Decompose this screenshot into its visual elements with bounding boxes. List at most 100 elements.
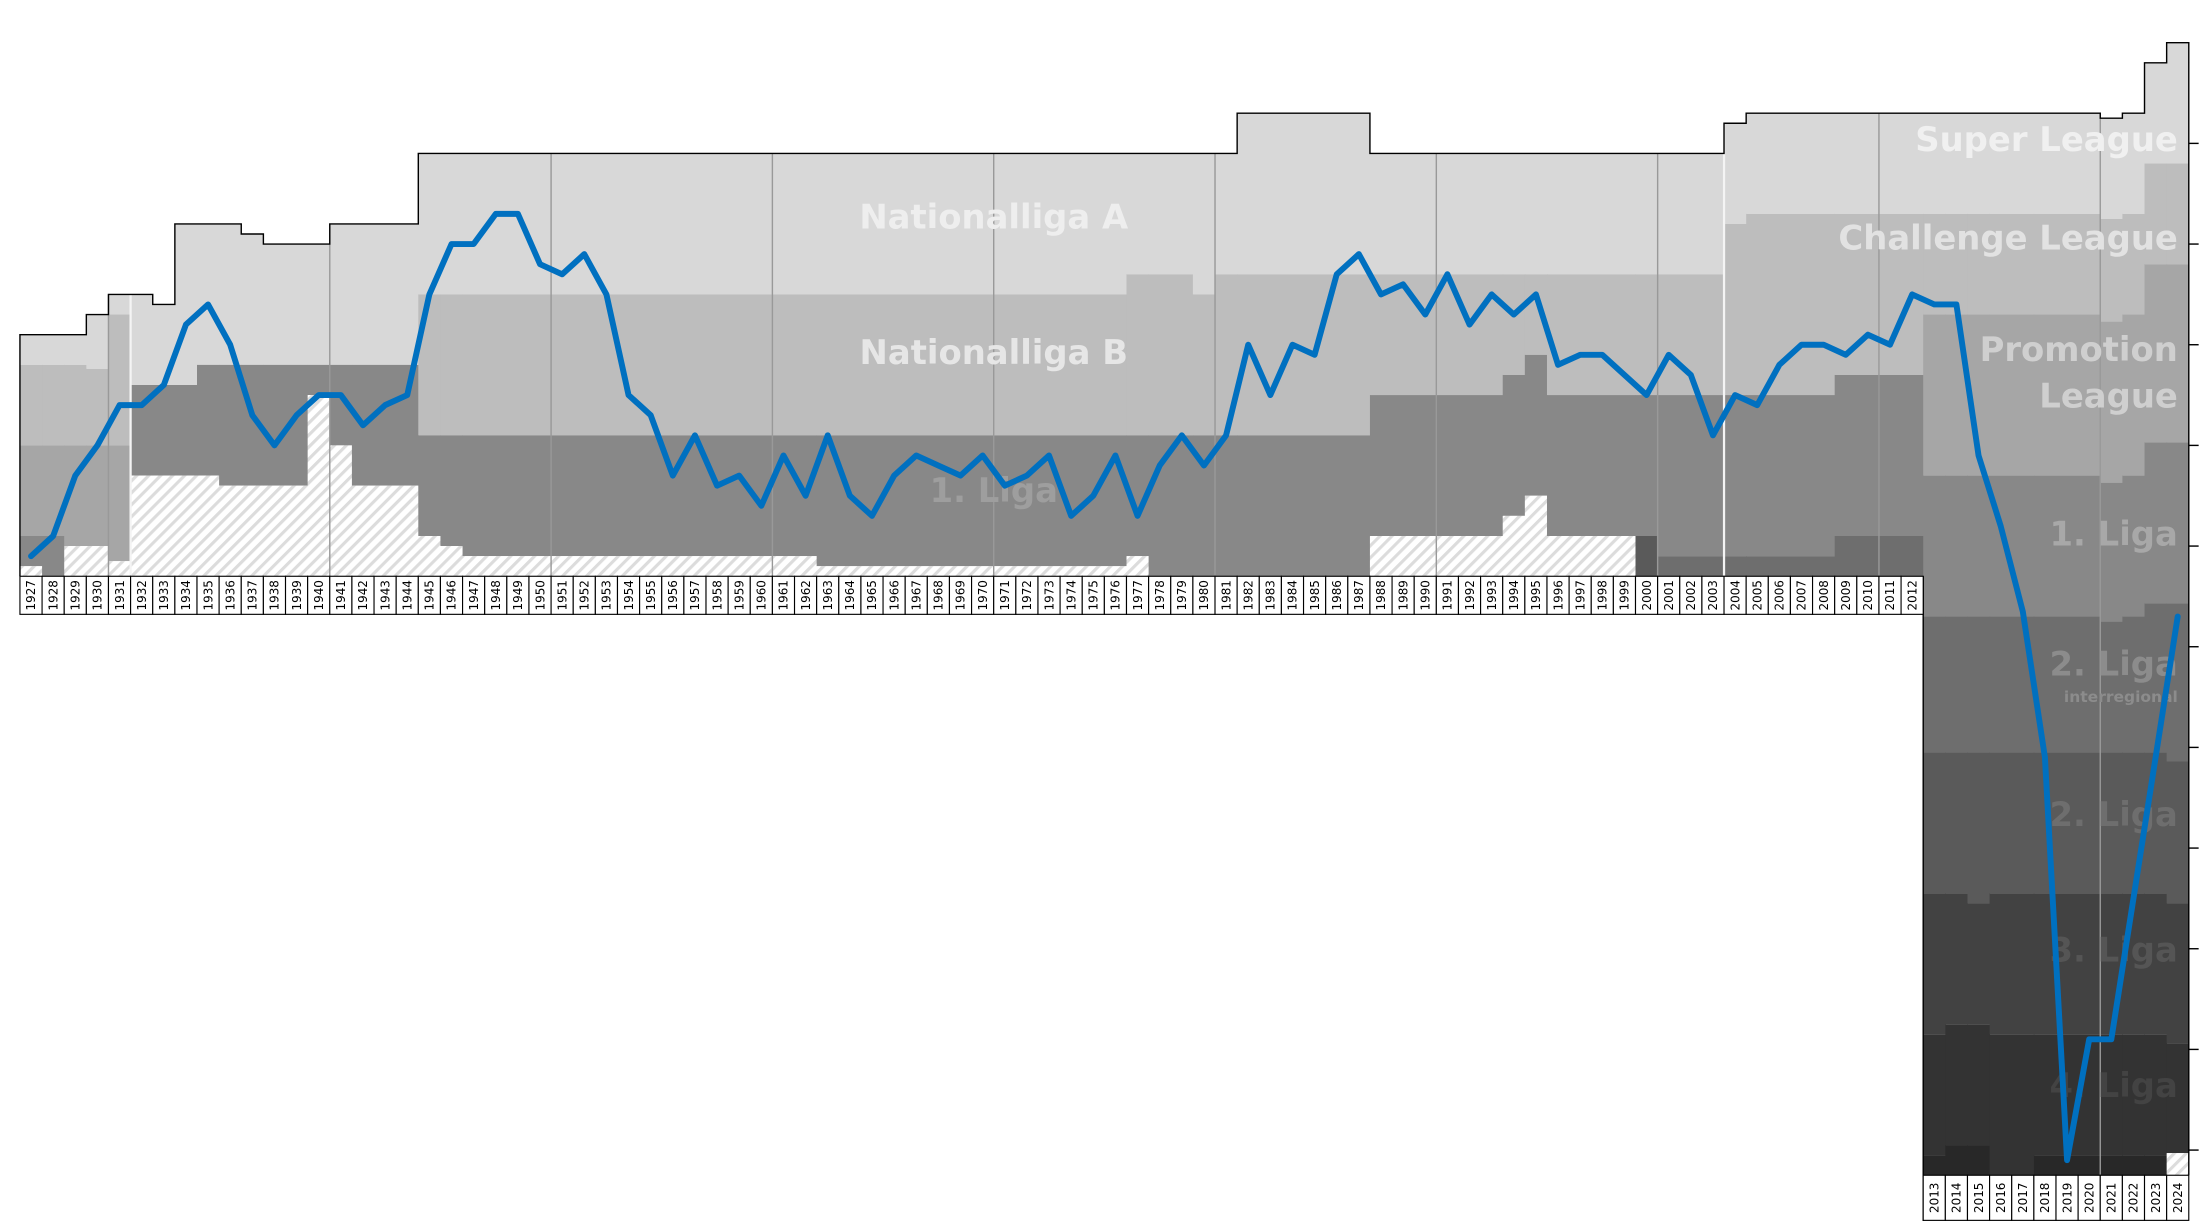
league-band-B: [1923, 213, 1946, 315]
league-band-D: [1657, 395, 1725, 557]
league-band-A: [2144, 62, 2168, 164]
year-label: 1937: [246, 580, 260, 610]
league-band-Z: [108, 561, 132, 577]
league-band-D: [1967, 475, 1991, 617]
separator-lines: [107, 113, 2101, 1176]
year-label: 2021: [2105, 1183, 2119, 1213]
label-4-liga: 4. Liga: [2050, 1066, 2178, 1105]
league-band-D: [1192, 435, 1216, 577]
year-label: 2000: [1640, 580, 1654, 610]
year-label: 2017: [2016, 1183, 2030, 1213]
league-band-D: [2166, 442, 2190, 604]
league-band-B: [2166, 163, 2190, 265]
label-1-liga-old: 1. Liga: [930, 471, 1058, 510]
year-label: 1965: [865, 580, 879, 610]
league-band-D: [1502, 374, 1526, 516]
league-band-D: [2144, 442, 2168, 604]
year-axis: 1927 1928 1929 1930 1931 1932 1933 1934 1935 1936…: [19, 575, 2190, 1221]
year-label: 1986: [1330, 580, 1344, 610]
year-label: 1932: [135, 580, 149, 610]
year-label: 1945: [423, 580, 437, 610]
year-label: 1935: [201, 580, 215, 610]
league-band-B: [1635, 274, 1659, 396]
league-band-A: [2122, 113, 2145, 214]
league-band-F: [2166, 761, 2190, 904]
league-band-E: [1746, 556, 1836, 577]
league-band-B: [19, 364, 43, 446]
year-label: 1951: [555, 580, 569, 610]
league-band-B: [1724, 223, 1747, 396]
year-label: 1944: [400, 580, 414, 610]
year-label: 2004: [1728, 580, 1742, 610]
year-label: 1949: [511, 580, 525, 610]
league-band-A: [1546, 153, 1636, 275]
league-band-A: [19, 334, 43, 365]
label-super-league: Super League: [1915, 120, 2178, 159]
league-band-Z: [1126, 556, 1150, 577]
league-band-E: [2100, 621, 2123, 753]
league-band-A: [241, 233, 264, 365]
league-band-D: [1546, 395, 1636, 536]
league-band-D: [329, 364, 353, 446]
league-band-Z: [196, 475, 220, 577]
league-band-F: [2100, 752, 2123, 894]
league-band-A: [152, 304, 176, 385]
year-label: 1988: [1374, 580, 1388, 610]
league-band-D: [418, 435, 441, 536]
year-label: 2002: [1684, 580, 1698, 610]
league-band-D: [1635, 395, 1659, 536]
year-label: 1995: [1529, 580, 1543, 610]
league-band-B: [1502, 274, 1526, 375]
league-band-D: [1724, 395, 1747, 557]
league-band-Z: [241, 485, 264, 577]
year-label: 2009: [1839, 580, 1853, 610]
league-band-A: [1192, 153, 1216, 295]
league-band-A: [1923, 113, 1946, 214]
league-band-Z: [19, 566, 43, 577]
league-band-E: [2033, 616, 2101, 753]
league-band-A: [1724, 123, 1747, 224]
label-nationalliga-a: Nationalliga A: [859, 197, 1129, 236]
year-label: 1996: [1551, 580, 1565, 610]
league-band-C: [1923, 314, 1946, 476]
year-label: 1980: [1197, 580, 1211, 610]
league-band-Z: [1546, 535, 1636, 577]
year-label: 1977: [1131, 580, 1145, 610]
label-interregional: interregional: [2064, 688, 2178, 706]
league-band-I: [2033, 1155, 2101, 1176]
year-label: 1971: [998, 580, 1012, 610]
year-label: 1940: [312, 580, 326, 610]
league-band-B: [1237, 274, 1371, 436]
league-band-Z: [1524, 495, 1548, 577]
league-band-B: [1945, 213, 1968, 315]
league-band-A: [2166, 42, 2190, 164]
year-label: 1976: [1109, 580, 1123, 610]
year-label: 1998: [1596, 580, 1610, 610]
label-promotion-league: League: [2039, 376, 2178, 415]
year-label: 2007: [1795, 580, 1809, 610]
year-label: 1972: [1020, 580, 1034, 610]
league-band-A: [816, 153, 1127, 295]
league-band-Z: [816, 566, 1127, 577]
year-label: 1941: [334, 580, 348, 610]
league-band-B: [2100, 218, 2123, 322]
year-label: 1973: [1042, 580, 1056, 610]
league-band-D: [19, 535, 43, 567]
league-band-B: [42, 364, 65, 446]
league-band-H: [2122, 1034, 2145, 1156]
league-bands: [19, 42, 2190, 1176]
year-label: 1948: [489, 580, 503, 610]
year-label: 2018: [2038, 1183, 2052, 1213]
year-label: 1979: [1175, 580, 1189, 610]
league-band-D: [1746, 395, 1836, 557]
league-band-A: [1967, 113, 1991, 214]
league-band-F: [1967, 752, 1991, 904]
league-band-A: [418, 153, 441, 295]
year-label: 1987: [1352, 580, 1366, 610]
league-band-A: [351, 223, 419, 365]
year-label: 1943: [378, 580, 392, 610]
league-band-G: [2144, 893, 2168, 1035]
league-band-F: [1989, 752, 2035, 894]
league-band-A: [263, 244, 309, 365]
